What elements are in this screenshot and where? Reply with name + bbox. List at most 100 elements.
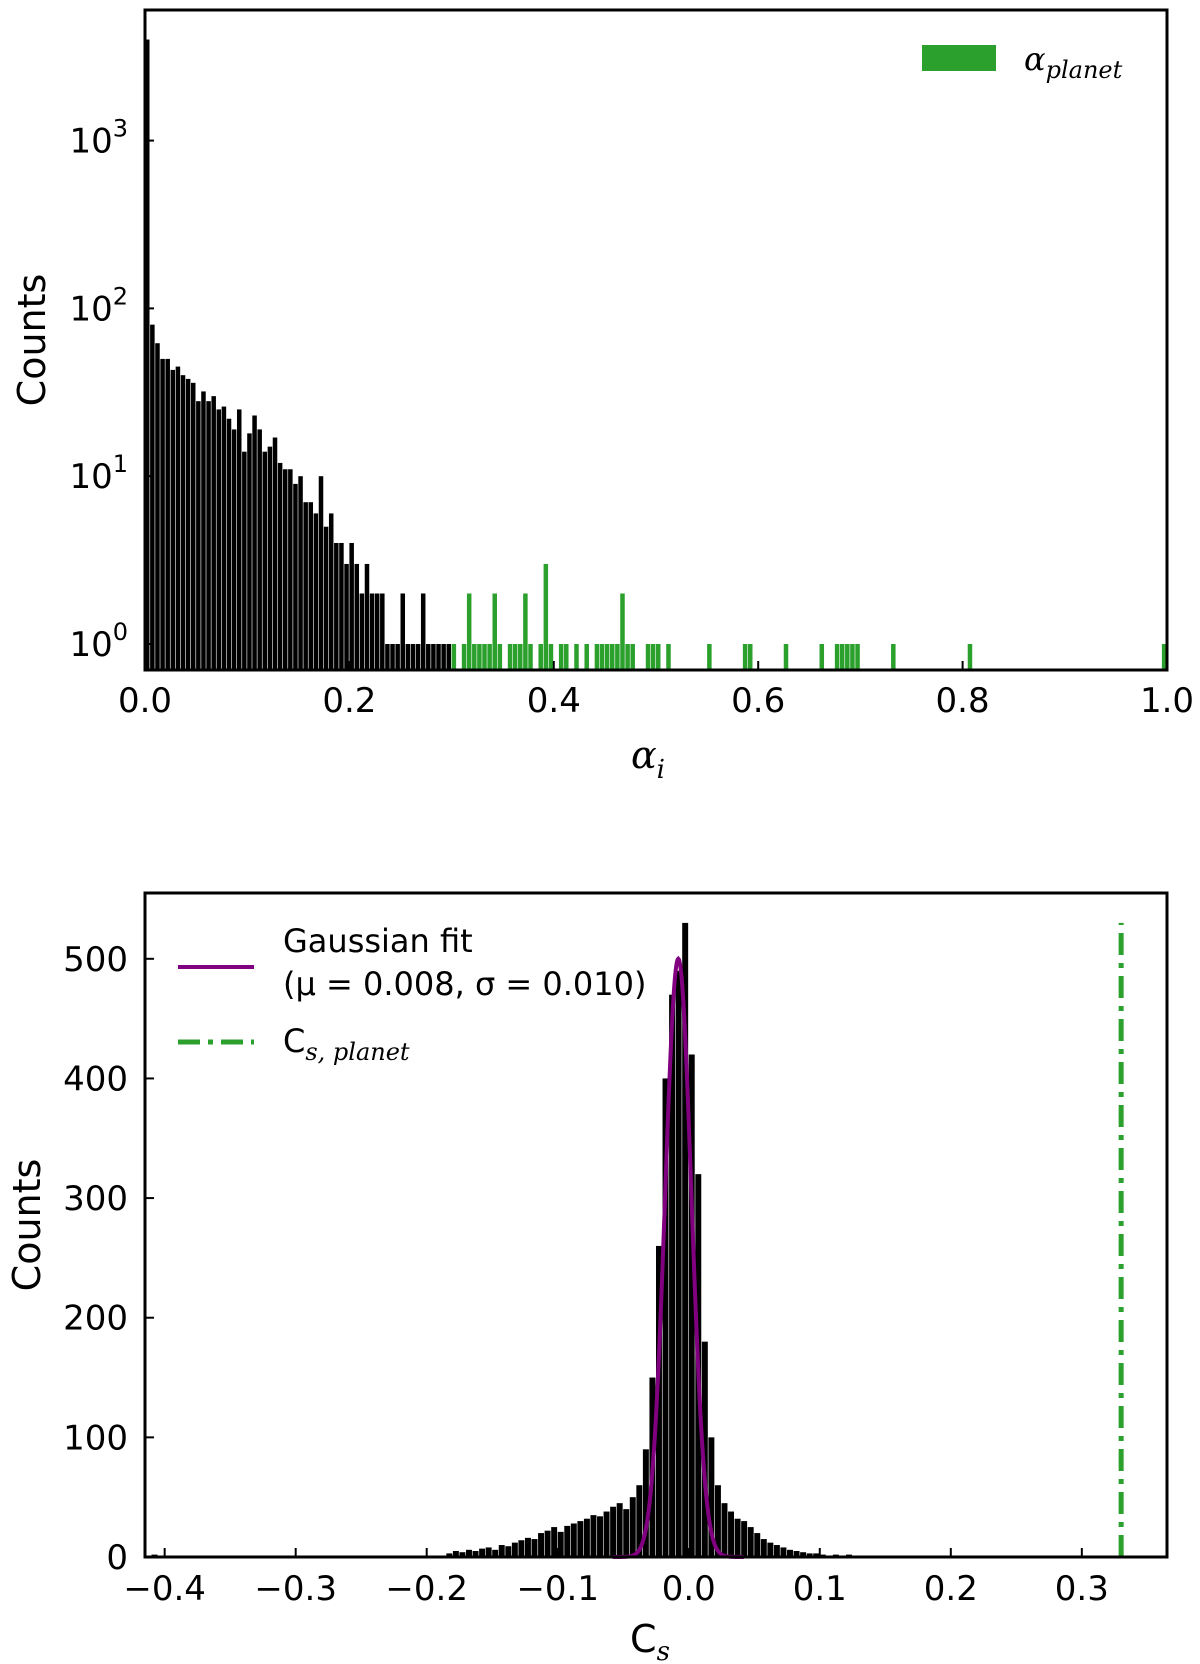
x-tick-label: 0.4 bbox=[527, 681, 581, 721]
histogram-bar bbox=[339, 542, 344, 670]
bottom-histogram-bars bbox=[151, 922, 957, 1557]
y-tick-label: 100 bbox=[63, 1418, 128, 1458]
histogram-bar bbox=[242, 451, 247, 670]
histogram-bar bbox=[369, 593, 375, 670]
gaussian-fit-curve bbox=[612, 955, 744, 1559]
y-tick-label: 400 bbox=[63, 1059, 128, 1099]
histogram-bar bbox=[374, 593, 380, 670]
bottom-chart: −0.4 −0.3 −0.2 −0.1 0.0 0.1 0.2 0.3 0 100 200 300 4… bbox=[5, 891, 1169, 1664]
histogram-bar bbox=[708, 1437, 715, 1557]
planet-bar bbox=[466, 593, 472, 670]
planet-bar bbox=[610, 644, 615, 670]
bottom-y-ticks: 0 100 200 300 400 500 bbox=[63, 940, 154, 1578]
histogram-bar bbox=[669, 994, 676, 1557]
planet-bar bbox=[477, 644, 482, 670]
planet-bar bbox=[625, 644, 630, 670]
histogram-bar bbox=[344, 563, 349, 670]
histogram-bar bbox=[577, 1521, 584, 1557]
histogram-bar bbox=[303, 502, 308, 670]
histogram-bar bbox=[385, 644, 390, 670]
planet-bar bbox=[839, 644, 845, 670]
histogram-bar bbox=[257, 429, 262, 670]
histogram-bar bbox=[231, 429, 237, 670]
top-plot-frame bbox=[143, 8, 1169, 672]
histogram-bar bbox=[180, 375, 186, 670]
y-tick-label: 100 bbox=[69, 618, 128, 665]
top-chart: 0.0 0.2 0.4 0.6 0.8 1.0 100 101 102 103 Counts α… bbox=[10, 8, 1194, 785]
histogram-bar bbox=[170, 369, 176, 670]
histogram-bar bbox=[446, 1553, 453, 1557]
planet-bar bbox=[574, 644, 579, 670]
planet-bar bbox=[650, 644, 656, 670]
histogram-bar bbox=[498, 1545, 505, 1557]
histogram-bar bbox=[298, 476, 303, 670]
top-legend: αplanet bbox=[922, 40, 1123, 84]
histogram-bar bbox=[524, 1537, 531, 1557]
histogram-bar bbox=[323, 526, 329, 670]
x-tick-label: 0.3 bbox=[1055, 1569, 1109, 1609]
histogram-bar bbox=[714, 1485, 721, 1557]
planet-bar bbox=[707, 644, 712, 670]
histogram-bar bbox=[459, 1552, 466, 1557]
histogram-bar bbox=[160, 358, 165, 670]
y-tick-label: 103 bbox=[69, 115, 128, 162]
histogram-bar bbox=[293, 483, 298, 670]
planet-bar bbox=[742, 644, 748, 670]
legend-fit-label-line2: (μ = 0.008, σ = 0.010) bbox=[283, 965, 646, 1003]
histogram-bar bbox=[145, 39, 150, 670]
planet-bar bbox=[615, 644, 620, 670]
planet-bar bbox=[543, 563, 549, 670]
histogram-bar bbox=[318, 476, 324, 670]
planet-bar bbox=[599, 644, 605, 670]
histogram-bar bbox=[531, 1539, 538, 1557]
histogram-bar bbox=[466, 1549, 472, 1557]
histogram-bar bbox=[272, 437, 278, 670]
x-tick-label: 0.1 bbox=[793, 1569, 847, 1609]
planet-bar bbox=[620, 593, 625, 670]
histogram-bar bbox=[226, 418, 232, 670]
histogram-bar bbox=[793, 1551, 800, 1557]
histogram-bar bbox=[662, 1078, 669, 1557]
histogram-bar bbox=[308, 502, 314, 670]
x-tick-label: 0.8 bbox=[936, 681, 990, 721]
planet-bar bbox=[558, 644, 564, 670]
histogram-bar bbox=[150, 324, 155, 670]
histogram-bar bbox=[721, 1503, 728, 1557]
histogram-bar bbox=[415, 644, 421, 670]
histogram-bar bbox=[597, 1516, 603, 1557]
x-tick-label: −0.3 bbox=[254, 1569, 337, 1609]
top-legend-swatch bbox=[922, 45, 996, 71]
y-tick-label: 102 bbox=[69, 282, 128, 329]
histogram-bar bbox=[211, 396, 216, 670]
y-tick-label: 0 bbox=[106, 1538, 128, 1578]
histogram-bar bbox=[603, 1511, 610, 1557]
histogram-bar bbox=[252, 415, 257, 670]
bottom-plot-frame bbox=[143, 891, 1169, 1559]
histogram-bar bbox=[410, 644, 416, 670]
y-tick-label: 500 bbox=[63, 940, 128, 980]
histogram-bar bbox=[642, 1449, 649, 1557]
planet-bar bbox=[584, 644, 589, 670]
bottom-x-axis-label: Cs bbox=[630, 1617, 670, 1664]
planet-bar bbox=[523, 593, 528, 670]
histogram-bar bbox=[780, 1547, 787, 1557]
planet-bar bbox=[845, 644, 850, 670]
x-tick-label: 0.6 bbox=[731, 681, 785, 721]
histogram-bar bbox=[675, 970, 682, 1557]
histogram-bar bbox=[551, 1527, 558, 1557]
planet-bar bbox=[507, 644, 513, 670]
histogram-bar bbox=[610, 1506, 617, 1557]
histogram-bar bbox=[472, 1551, 479, 1557]
histogram-bar bbox=[277, 462, 283, 670]
x-tick-label: −0.1 bbox=[516, 1569, 599, 1609]
histogram-bar bbox=[196, 401, 201, 670]
histogram-bar bbox=[701, 1341, 708, 1557]
planet-bar bbox=[666, 644, 671, 670]
legend-fit-label-line1: Gaussian fit bbox=[283, 922, 473, 960]
top-y-ticks: 100 101 102 103 bbox=[69, 115, 154, 665]
histogram-bar bbox=[505, 1546, 512, 1557]
histogram-bar bbox=[262, 451, 268, 670]
histogram-bar bbox=[364, 563, 370, 670]
histogram-bar bbox=[623, 1509, 630, 1557]
